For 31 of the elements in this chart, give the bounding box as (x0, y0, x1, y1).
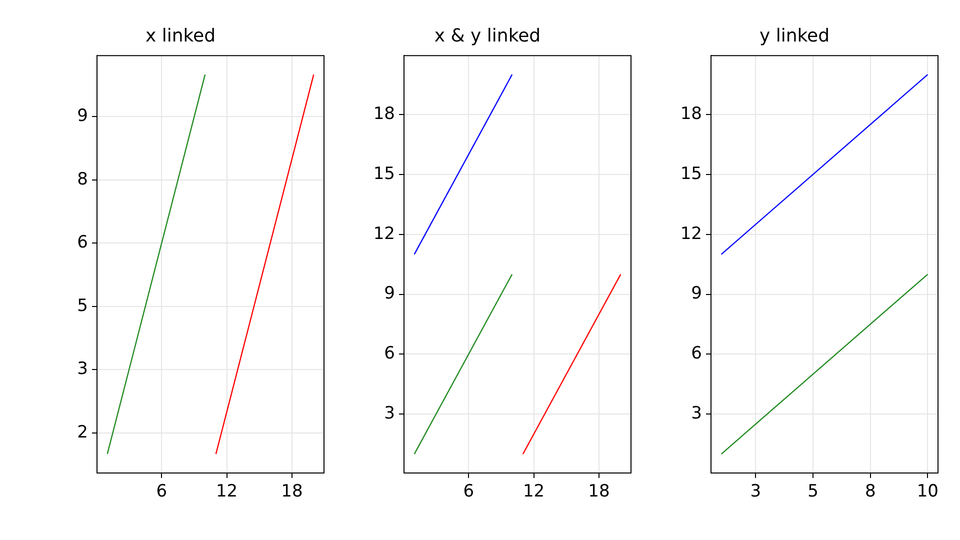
y-tick-label: 9 (77, 106, 88, 126)
x-tick-label: 12 (216, 482, 238, 502)
y-tick-label: 3 (384, 404, 395, 424)
chart-title: y linked (759, 25, 830, 46)
y-tick-label: 8 (77, 169, 88, 190)
y-tick-label: 9 (691, 284, 702, 304)
chart-title: x linked (145, 25, 216, 46)
y-tick-label: 6 (384, 344, 395, 364)
y-tick-label: 15 (373, 164, 395, 184)
x-tick-label: 6 (463, 482, 474, 502)
chart-title: x & y linked (434, 25, 541, 46)
y-tick-label: 18 (680, 104, 702, 124)
y-tick-label: 2 (77, 422, 88, 442)
x-tick-label: 12 (522, 482, 545, 502)
y-tick-label: 6 (77, 232, 88, 253)
y-tick-label: 3 (77, 359, 88, 380)
y-tick-label: 12 (680, 224, 702, 244)
x-tick-label: 8 (864, 482, 876, 502)
y-tick-label: 5 (77, 296, 88, 316)
y-tick-label: 3 (691, 404, 702, 424)
y-tick-label: 6 (691, 344, 702, 364)
x-tick-label: 3 (750, 482, 762, 502)
x-tick-label: 10 (916, 482, 938, 502)
y-tick-label: 18 (373, 104, 395, 124)
x-tick-label: 6 (156, 482, 168, 502)
y-tick-label: 9 (384, 284, 395, 304)
y-tick-label: 12 (373, 224, 395, 244)
x-tick-label: 18 (588, 482, 610, 502)
x-tick-label: 18 (281, 482, 303, 502)
x-tick-label: 5 (808, 482, 818, 502)
y-tick-label: 15 (680, 164, 702, 184)
